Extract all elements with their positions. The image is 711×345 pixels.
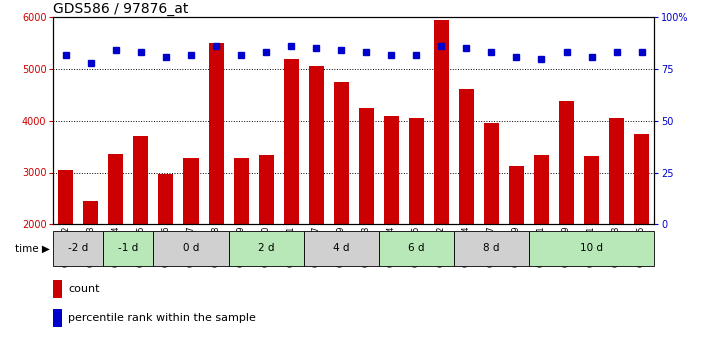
Bar: [459, 89, 474, 224]
Bar: [454, 231, 529, 266]
Bar: [103, 231, 154, 266]
Bar: [284, 59, 299, 224]
Bar: [259, 155, 274, 224]
Bar: [534, 155, 549, 224]
Bar: [379, 231, 454, 266]
Bar: [233, 158, 249, 224]
Bar: [309, 66, 324, 224]
Bar: [53, 280, 63, 298]
Text: 4 d: 4 d: [333, 244, 349, 253]
Bar: [53, 231, 103, 266]
Bar: [304, 231, 379, 266]
Bar: [58, 170, 73, 224]
Bar: [634, 134, 649, 224]
Bar: [509, 166, 524, 224]
Bar: [134, 136, 149, 224]
Text: -1 d: -1 d: [118, 244, 139, 253]
Bar: [584, 156, 599, 224]
Bar: [384, 116, 399, 224]
Text: 8 d: 8 d: [483, 244, 500, 253]
Bar: [228, 231, 304, 266]
Text: 10 d: 10 d: [580, 244, 603, 253]
Text: percentile rank within the sample: percentile rank within the sample: [68, 313, 256, 323]
Bar: [159, 174, 173, 224]
Bar: [53, 309, 63, 327]
Bar: [208, 43, 223, 224]
Bar: [154, 231, 228, 266]
Bar: [529, 231, 654, 266]
Bar: [333, 82, 348, 224]
Text: time ▶: time ▶: [15, 244, 50, 253]
Bar: [484, 123, 499, 224]
Text: GDS586 / 97876_at: GDS586 / 97876_at: [53, 2, 188, 16]
Bar: [434, 20, 449, 224]
Bar: [559, 101, 574, 224]
Text: 0 d: 0 d: [183, 244, 199, 253]
Bar: [409, 118, 424, 224]
Text: -2 d: -2 d: [68, 244, 88, 253]
Bar: [609, 118, 624, 224]
Text: 2 d: 2 d: [258, 244, 274, 253]
Bar: [359, 108, 374, 224]
Text: count: count: [68, 284, 100, 294]
Bar: [108, 155, 124, 224]
Text: 6 d: 6 d: [408, 244, 424, 253]
Bar: [83, 201, 98, 224]
Bar: [183, 158, 198, 224]
